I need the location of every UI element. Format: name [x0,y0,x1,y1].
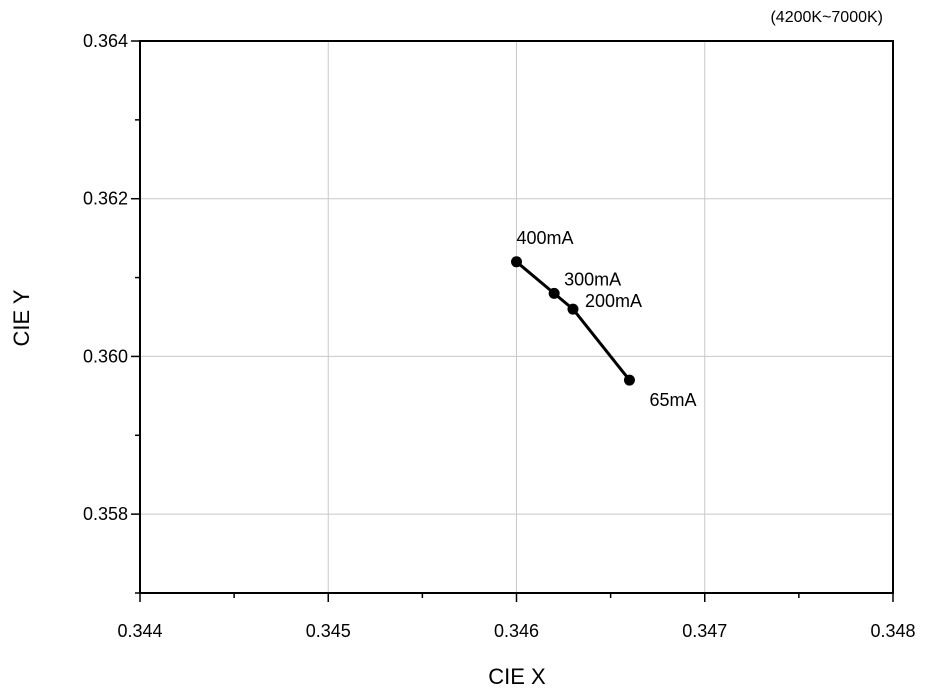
data-label: 65mA [649,390,696,410]
y-axis-label: CIE Y [9,289,34,346]
x-tick-label: 0.346 [494,621,539,641]
x-tick-label: 0.344 [117,621,162,641]
x-tick-label: 0.348 [870,621,915,641]
x-tick-label: 0.345 [306,621,351,641]
data-label: 300mA [564,269,621,289]
data-point [567,303,579,315]
y-tick-label: 0.360 [83,346,128,366]
data-point [548,287,560,299]
data-point [623,374,635,386]
y-tick-label: 0.362 [83,189,128,209]
series [511,256,635,386]
y-tick-label: 0.364 [83,31,128,51]
ticks: 0.344 0.345 0.346 0.347 0.348 0.358 0.360 0.362… [83,31,916,641]
chart-note: (4200K~7000K) [770,9,883,26]
data-label: 400mA [517,228,574,248]
grid [140,41,893,593]
data-label: 200mA [585,291,642,311]
y-tick-label: 0.358 [83,504,128,524]
data-point [511,256,522,268]
x-tick-label: 0.347 [682,621,727,641]
x-axis-label: CIE X [488,664,546,689]
series-line [515,260,631,382]
